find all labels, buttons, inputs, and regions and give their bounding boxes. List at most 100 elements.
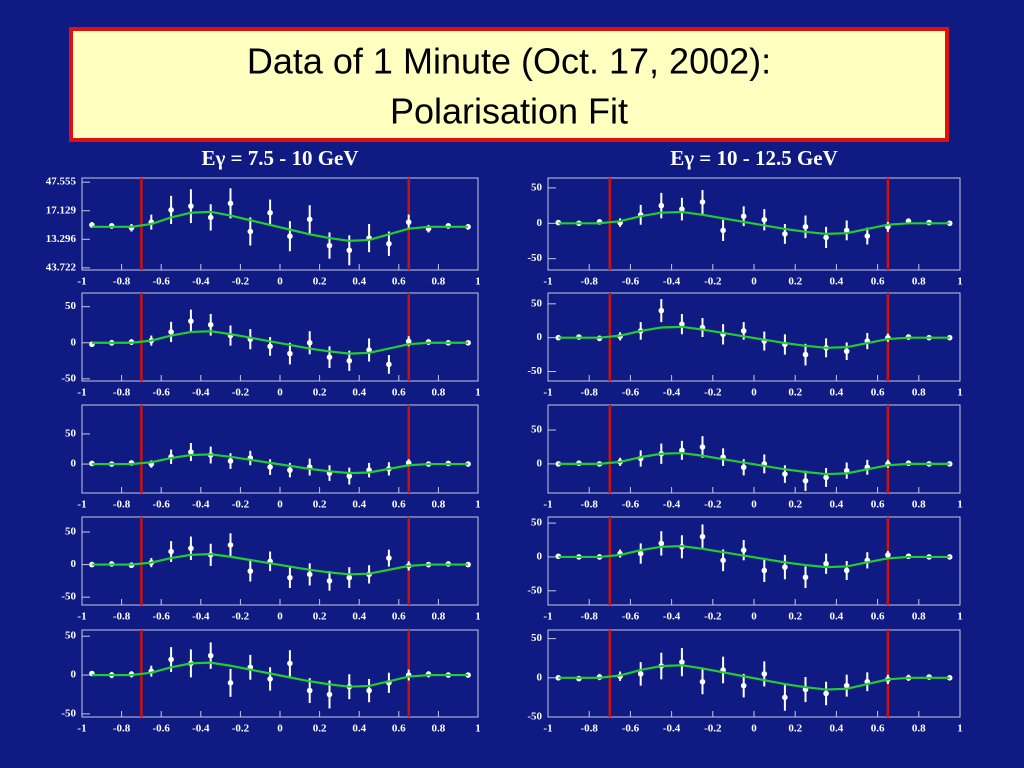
data-point	[843, 227, 850, 234]
y-tick-label: 0	[537, 671, 543, 683]
x-tick-label: -0.4	[192, 276, 210, 288]
data-point	[720, 557, 726, 564]
x-tick-label: -0.4	[663, 611, 681, 623]
x-tick-label: 0.2	[788, 499, 802, 511]
x-tick-label: 0.2	[313, 723, 327, 735]
data-point	[699, 444, 706, 450]
fit-curve	[91, 330, 469, 355]
x-tick-label: 0	[277, 276, 283, 288]
y-tick-label: 13.296	[46, 233, 77, 245]
data-point	[782, 564, 788, 570]
x-tick-label: -0.2	[232, 276, 250, 288]
x-tick-label: -0.2	[704, 387, 722, 399]
x-tick-label: 0.6	[871, 387, 885, 399]
x-tick-label: -0.6	[152, 387, 170, 399]
data-point	[843, 348, 850, 355]
x-tick-label: -0.4	[192, 499, 210, 511]
x-tick-label: 1	[475, 723, 481, 735]
y-tick-label: 50	[65, 427, 77, 439]
y-tick-label: 50	[531, 424, 543, 436]
data-point	[287, 467, 293, 473]
y-tick-label: 50	[531, 297, 543, 309]
x-tick-label: -0.8	[580, 387, 598, 399]
x-tick-label: 0.6	[392, 723, 406, 735]
x-tick-label: 0.8	[912, 611, 926, 623]
data-point	[637, 550, 644, 557]
x-tick-label: -0.6	[152, 276, 170, 288]
y-tick-label: 50	[65, 300, 77, 312]
x-tick-label: -0.6	[622, 387, 640, 399]
data-point	[405, 338, 412, 345]
data-point	[386, 240, 392, 247]
data-point	[782, 694, 788, 701]
data-point	[386, 361, 392, 368]
x-tick-label: -0.8	[580, 723, 598, 735]
data-point	[761, 567, 768, 574]
x-tick-label: 0.6	[871, 276, 885, 288]
x-tick-label: 0.6	[392, 611, 406, 623]
plot-marks	[89, 517, 471, 605]
x-tick-label: -0.8	[580, 611, 598, 623]
data-point	[306, 687, 313, 694]
data-point	[227, 680, 234, 686]
x-tick-label: 0	[751, 611, 757, 623]
x-tick-label: 0	[277, 723, 283, 735]
x-tick-label: 0	[751, 276, 757, 288]
data-point	[864, 233, 871, 239]
x-tick-label: -0.4	[663, 387, 681, 399]
x-tick-label: 0.4	[830, 723, 844, 735]
data-point	[802, 478, 809, 484]
x-tick-label: -0.4	[192, 387, 210, 399]
x-tick-label: 0.2	[788, 611, 802, 623]
x-tick-label: -0.4	[663, 499, 681, 511]
fit-curve	[558, 664, 950, 691]
y-tick-label: -50	[61, 372, 76, 384]
x-tick-label: -0.2	[704, 723, 722, 735]
fit-curve	[558, 451, 950, 476]
data-point	[658, 307, 665, 314]
data-point	[207, 652, 214, 659]
x-tick-label: 0.8	[432, 499, 446, 511]
data-point	[267, 343, 273, 350]
y-tick-label: 0	[537, 457, 543, 469]
y-tick-label: -50	[527, 365, 542, 377]
x-tick-label: 0.4	[830, 387, 844, 399]
x-tick-label: 0.6	[871, 723, 885, 735]
x-tick-label: 0.4	[352, 387, 366, 399]
panel-title: Eγ = 7.5 - 10 GeV	[201, 146, 358, 170]
y-tick-label: -50	[61, 591, 76, 603]
data-point	[346, 473, 353, 479]
data-point	[465, 561, 471, 568]
x-tick-label: 0.4	[830, 276, 844, 288]
data-point	[679, 321, 685, 327]
y-tick-label: -50	[527, 252, 542, 264]
x-tick-label: 0	[277, 499, 283, 511]
x-tick-label: 0	[751, 499, 757, 511]
y-tick-label: 0	[71, 458, 77, 470]
data-point	[782, 231, 788, 237]
data-point	[465, 461, 471, 467]
data-point	[207, 214, 214, 221]
x-tick-label: 0.4	[830, 499, 844, 511]
data-point	[823, 560, 829, 567]
data-point	[346, 247, 353, 254]
x-tick-label: 0.6	[871, 499, 885, 511]
x-tick-label: -1	[77, 387, 86, 399]
data-point	[366, 687, 372, 694]
data-point	[740, 213, 747, 220]
panel-title: Eγ = 10 - 12.5 GeV	[670, 146, 838, 170]
x-tick-label: 0	[751, 723, 757, 735]
fit-curve	[558, 545, 950, 569]
plot-frame	[81, 292, 479, 382]
x-tick-label: -0.6	[622, 499, 640, 511]
x-tick-label: -0.8	[113, 276, 131, 288]
data-point	[366, 347, 372, 353]
data-point	[267, 676, 273, 682]
data-point	[326, 691, 333, 698]
data-point	[823, 474, 829, 481]
y-tick-label: 50	[531, 181, 543, 193]
x-tick-label: -1	[77, 276, 86, 288]
y-tick-label: -50	[527, 711, 542, 723]
data-point	[168, 329, 174, 335]
